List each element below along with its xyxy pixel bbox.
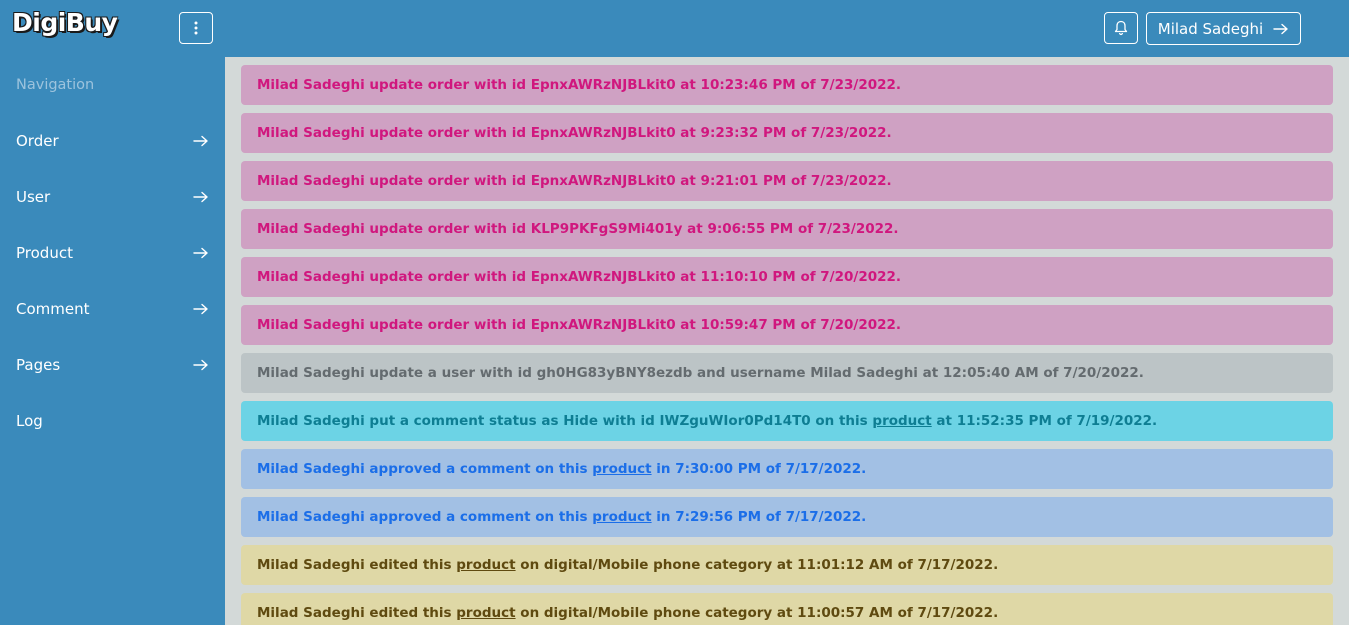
log-entry: Milad Sadeghi update order with id KLP9P… xyxy=(241,209,1333,249)
arrow-right-icon xyxy=(193,247,209,259)
arrow-right-icon xyxy=(193,303,209,315)
bell-icon xyxy=(1114,20,1128,36)
log-entry: Milad Sadeghi update a user with id gh0H… xyxy=(241,353,1333,393)
sidebar-item-label: Order xyxy=(16,132,59,150)
log-text: Milad Sadeghi approved a comment on this xyxy=(257,461,593,477)
top-navbar: DigiBuy Milad Sadeghi xyxy=(0,0,1349,57)
log-entry: Milad Sadeghi update order with id EpnxA… xyxy=(241,65,1333,105)
log-entry: Milad Sadeghi edited this product on dig… xyxy=(241,593,1333,625)
sidebar: Navigation Order User Product Comment Pages L… xyxy=(0,57,225,625)
arrow-right-icon xyxy=(193,135,209,147)
log-text: in 7:30:00 PM of 7/17/2022. xyxy=(651,461,867,477)
log-entry: Milad Sadeghi update order with id EpnxA… xyxy=(241,161,1333,201)
log-text: Milad Sadeghi update order with id EpnxA… xyxy=(257,317,902,333)
product-link[interactable]: product xyxy=(592,461,652,477)
log-text: Milad Sadeghi edited this xyxy=(257,605,457,621)
product-link[interactable]: product xyxy=(456,605,516,621)
user-profile-button[interactable]: Milad Sadeghi xyxy=(1146,12,1301,45)
arrow-right-icon xyxy=(1273,23,1289,35)
sidebar-item-label: Pages xyxy=(16,356,61,374)
log-text: on digital/Mobile phone category at 11:0… xyxy=(515,557,999,573)
log-text: Milad Sadeghi put a comment status as Hi… xyxy=(257,413,873,429)
log-text: Milad Sadeghi update order with id EpnxA… xyxy=(257,77,902,93)
log-text: Milad Sadeghi approved a comment on this xyxy=(257,509,593,525)
sidebar-item-pages[interactable]: Pages xyxy=(0,343,225,387)
sidebar-item-label: Log xyxy=(16,412,43,430)
log-text: Milad Sadeghi update order with id EpnxA… xyxy=(257,173,892,189)
log-text: Milad Sadeghi update order with id KLP9P… xyxy=(257,221,899,237)
log-entry: Milad Sadeghi approved a comment on this… xyxy=(241,497,1333,537)
product-link[interactable]: product xyxy=(592,509,652,525)
kebab-menu-icon xyxy=(194,21,198,35)
product-link[interactable]: product xyxy=(872,413,932,429)
product-link[interactable]: product xyxy=(456,557,516,573)
log-entry: Milad Sadeghi update order with id EpnxA… xyxy=(241,305,1333,345)
sidebar-item-label: Product xyxy=(16,244,73,262)
log-entry: Milad Sadeghi update order with id EpnxA… xyxy=(241,257,1333,297)
log-list: Milad Sadeghi update order with id EpnxA… xyxy=(225,57,1349,625)
sidebar-item-label: Comment xyxy=(16,300,90,318)
sidebar-item-comment[interactable]: Comment xyxy=(0,287,225,331)
user-name: Milad Sadeghi xyxy=(1157,19,1264,38)
log-entry: Milad Sadeghi edited this product on dig… xyxy=(241,545,1333,585)
log-text: at 11:52:35 PM of 7/19/2022. xyxy=(931,413,1158,429)
log-text: Milad Sadeghi update order with id EpnxA… xyxy=(257,269,902,285)
sidebar-item-label: User xyxy=(16,188,51,206)
log-text: Milad Sadeghi update a user with id gh0H… xyxy=(257,365,1144,381)
menu-toggle-button[interactable] xyxy=(179,12,213,44)
log-entry: Milad Sadeghi approved a comment on this… xyxy=(241,449,1333,489)
log-entry: Milad Sadeghi put a comment status as Hi… xyxy=(241,401,1333,441)
arrow-right-icon xyxy=(193,191,209,203)
log-text: Milad Sadeghi edited this xyxy=(257,557,457,573)
sidebar-item-log[interactable]: Log xyxy=(0,399,225,443)
log-entry: Milad Sadeghi update order with id EpnxA… xyxy=(241,113,1333,153)
log-text: on digital/Mobile phone category at 11:0… xyxy=(515,605,999,621)
nav-heading: Navigation xyxy=(16,77,95,93)
notifications-button[interactable] xyxy=(1104,12,1138,44)
sidebar-item-product[interactable]: Product xyxy=(0,231,225,275)
logo[interactable]: DigiBuy xyxy=(12,8,118,37)
sidebar-item-user[interactable]: User xyxy=(0,175,225,219)
sidebar-item-order[interactable]: Order xyxy=(0,119,225,163)
log-text: Milad Sadeghi update order with id EpnxA… xyxy=(257,125,892,141)
arrow-right-icon xyxy=(193,359,209,371)
log-text: in 7:29:56 PM of 7/17/2022. xyxy=(651,509,867,525)
